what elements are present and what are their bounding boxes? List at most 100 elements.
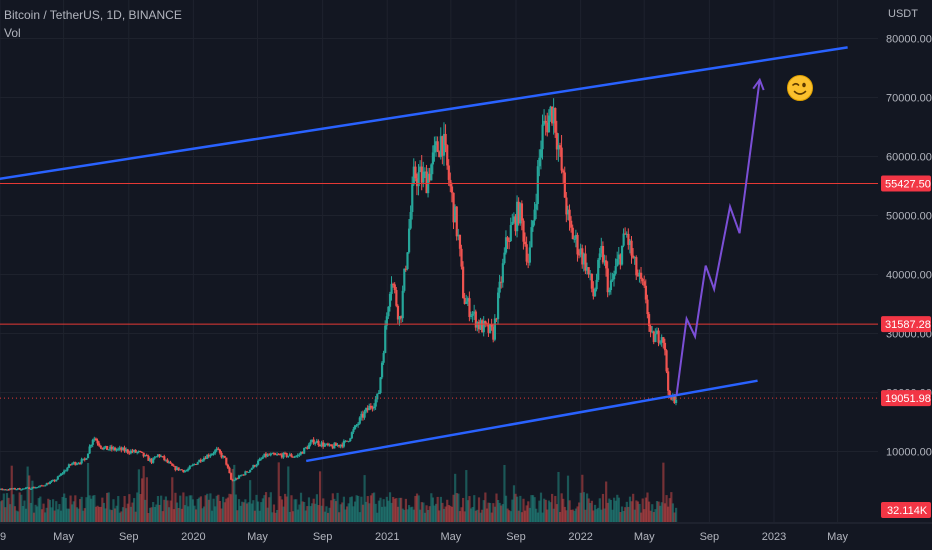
volume-bar [466,500,469,522]
volume-bar [5,493,9,522]
volume-bar [258,510,261,522]
volume-bar [199,496,202,522]
candle-body [150,458,153,463]
candle-body [245,471,249,473]
volume-bar [311,503,314,522]
candle-body [9,488,12,490]
volume-bar [299,492,303,522]
volume-bar [628,496,632,522]
volume-bar [121,507,125,522]
candle-body [425,171,428,194]
volume-bar [349,497,352,522]
volume-bar [571,509,574,522]
volume-bar [427,509,430,522]
candle-body [674,399,678,404]
symbol-title: Bitcoin / TetherUS, 1D, BINANCE [4,8,182,22]
volume-bar [80,496,83,522]
volume-bar [183,505,187,522]
candle-body [86,453,90,459]
volume-bar [26,466,29,522]
candle-body [322,442,325,447]
candle-body [584,253,587,271]
candle-body [250,468,253,470]
candle-body [439,136,442,158]
volume-bar [420,502,423,522]
candle-body [174,466,177,471]
volume-bar [489,502,492,522]
candle-body [620,245,624,265]
volume-bar [15,510,18,522]
volume-bar [438,510,441,522]
candle-body [277,454,280,456]
volume-bar [280,499,284,522]
candle-body [539,149,543,158]
volume-bar [245,503,249,522]
candle-body [560,147,563,171]
candle-body [349,438,352,442]
candle-body [630,240,633,256]
candle-body [352,429,355,433]
candle-body [484,320,487,324]
candle-body [198,459,201,463]
candle-body [63,470,66,474]
volume-bar [417,495,420,522]
volume-bar [605,481,608,522]
volume-bar [56,509,59,522]
candle-body [608,290,611,293]
volume-bar [376,512,379,522]
candle-body [571,227,574,240]
volume-bar [398,497,401,522]
candle-body [110,446,113,450]
volume-bar [509,511,512,522]
candle-body [350,432,353,439]
volume-bar [355,495,358,522]
candle-body [104,445,107,448]
candle-body [380,362,384,378]
candle-body [161,456,164,458]
candle-body [438,151,441,158]
volume-bar [126,503,129,522]
candle-body [493,318,497,340]
volume-bar [409,507,412,522]
candle-body [477,322,481,330]
volume-bar [336,492,339,522]
volume-bar [543,498,546,522]
candle-body [113,447,117,451]
volume-bar [252,500,255,522]
volume-bar [501,504,504,522]
candle-body [547,115,551,133]
volume-bar [579,492,582,522]
volume-bar [433,505,436,522]
volume-bar [538,500,541,522]
candle-body [290,454,293,457]
candle-body [101,447,104,450]
candle-body [373,406,376,409]
volume-bar [576,506,579,522]
candle-body [660,337,663,343]
candle-body [587,267,590,275]
candle-body [72,462,75,464]
candle-body [407,228,411,253]
candle-body [476,322,479,328]
volume-bar [44,512,47,522]
candle-body [444,133,447,146]
candle-body [102,447,106,450]
volume-bar [144,499,147,522]
candle-body [504,237,508,253]
volume-bar [644,497,647,522]
candle-body [50,480,53,483]
candle-body [479,320,482,330]
candle-body [619,254,622,265]
candle-body [77,463,80,465]
volume-bar [590,500,593,522]
volume-bar [93,495,96,522]
volume-bar [133,498,136,522]
volume-bar [468,496,471,522]
candle-body [581,248,584,265]
volume-bar [536,512,539,522]
candle-body [644,285,647,300]
candle-body [115,449,118,451]
volume-bar [331,493,334,522]
